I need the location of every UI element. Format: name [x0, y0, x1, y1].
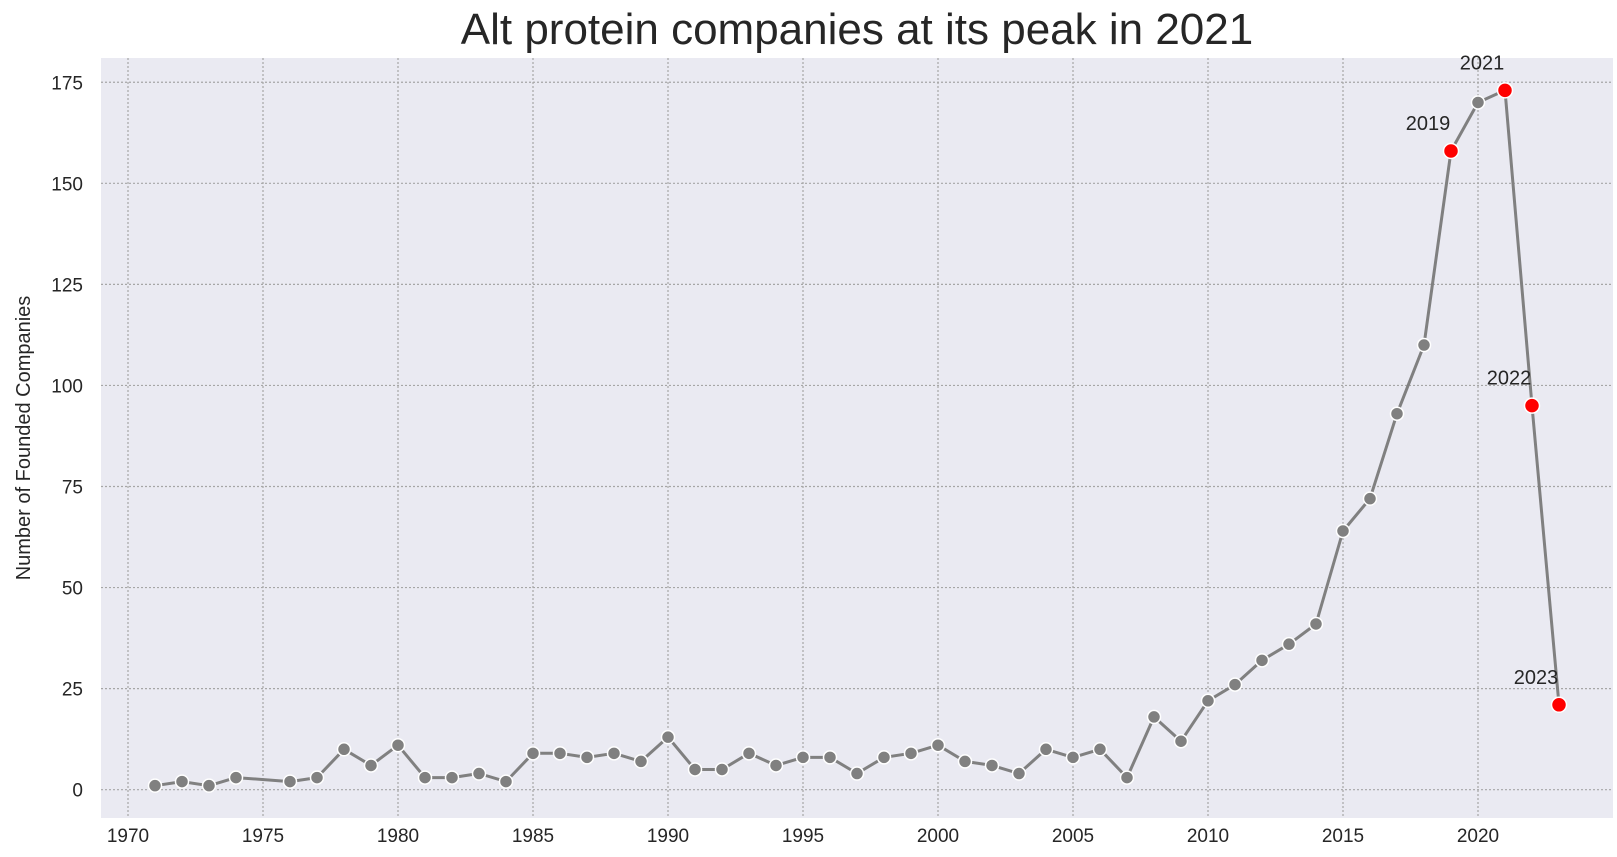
data-point — [1092, 742, 1108, 757]
x-tick-label: 2015 — [1322, 826, 1364, 847]
data-point — [903, 746, 919, 761]
data-point — [174, 774, 190, 789]
series-line — [153, 88, 1561, 788]
data-point — [579, 750, 595, 765]
data-point — [741, 746, 757, 761]
y-axis-label: Number of Founded Companies — [13, 296, 35, 581]
data-point — [1227, 677, 1243, 692]
data-point — [363, 758, 379, 773]
y-tick-label: 25 — [62, 680, 83, 701]
data-point — [147, 778, 163, 793]
data-point — [552, 746, 568, 761]
tick-labels: 1970 1975 1980 1985 1990 1995 2000 2005 2010 2015… — [51, 73, 1499, 847]
plot-area — [101, 58, 1613, 818]
data-point — [849, 766, 865, 781]
data-point — [1146, 709, 1162, 725]
grid — [101, 58, 1613, 818]
data-point — [768, 758, 784, 773]
data-point — [714, 762, 730, 777]
highlight-point — [1442, 142, 1460, 160]
data-point — [201, 778, 217, 793]
y-tick-label: 175 — [51, 73, 83, 94]
x-tick-label: 2020 — [1457, 826, 1499, 847]
x-tick-label: 2000 — [917, 826, 959, 847]
x-tick-label: 1980 — [377, 826, 419, 847]
data-point — [1038, 742, 1054, 757]
highlight-point — [1550, 696, 1568, 714]
y-tick-label: 0 — [72, 781, 83, 802]
data-point — [1254, 653, 1270, 668]
data-point — [1011, 766, 1027, 781]
data-point — [687, 762, 703, 777]
x-tick-label: 1985 — [512, 826, 554, 847]
data-point — [822, 750, 838, 765]
annotation-label: 2022 — [1487, 368, 1532, 390]
data-point — [444, 770, 460, 785]
data-point — [876, 750, 892, 765]
data-point — [417, 770, 433, 785]
data-point — [606, 746, 622, 761]
data-point — [1200, 693, 1216, 709]
annotations: 2019 2021 2022 2023 — [1406, 52, 1559, 688]
data-point — [1173, 733, 1189, 749]
data-point — [390, 737, 406, 753]
x-tick-label: 1975 — [242, 826, 284, 847]
data-point — [228, 770, 244, 785]
annotation-label: 2023 — [1514, 667, 1559, 689]
data-point — [525, 746, 541, 761]
y-tick-label: 75 — [62, 478, 83, 499]
data-point — [336, 742, 352, 757]
x-tick-label: 1990 — [647, 826, 689, 847]
data-point — [498, 774, 514, 789]
annotation-label: 2019 — [1406, 113, 1451, 135]
data-point — [1362, 491, 1378, 506]
data-point — [1281, 636, 1297, 652]
data-point — [471, 766, 487, 781]
annotation-label: 2021 — [1460, 52, 1505, 74]
data-point — [984, 758, 1000, 773]
data-point — [1308, 616, 1324, 632]
data-point — [1470, 95, 1486, 110]
x-tick-label: 2010 — [1187, 826, 1229, 847]
y-tick-label: 150 — [51, 174, 83, 195]
highlighted-points — [1442, 82, 1568, 714]
data-point — [309, 770, 325, 785]
y-tick-label: 125 — [51, 275, 83, 296]
x-tick-label: 2005 — [1052, 826, 1094, 847]
data-point — [1389, 406, 1405, 421]
y-tick-label: 100 — [51, 376, 83, 397]
data-point — [1065, 750, 1081, 765]
x-tick-label: 1970 — [107, 826, 149, 847]
highlight-point — [1523, 397, 1541, 414]
data-point — [1119, 770, 1135, 785]
data-point — [660, 729, 676, 745]
chart-title: Alt protein companies at its peak in 202… — [461, 5, 1253, 54]
x-tick-label: 1995 — [782, 826, 824, 847]
data-point — [1416, 337, 1432, 353]
data-point — [633, 754, 649, 769]
data-point — [957, 754, 973, 769]
series-line-path — [153, 88, 1561, 788]
y-tick-label: 50 — [62, 579, 83, 600]
highlight-point — [1496, 82, 1514, 99]
data-point — [282, 774, 298, 789]
data-point — [1335, 523, 1351, 539]
data-point — [795, 750, 811, 765]
data-point — [930, 737, 946, 753]
